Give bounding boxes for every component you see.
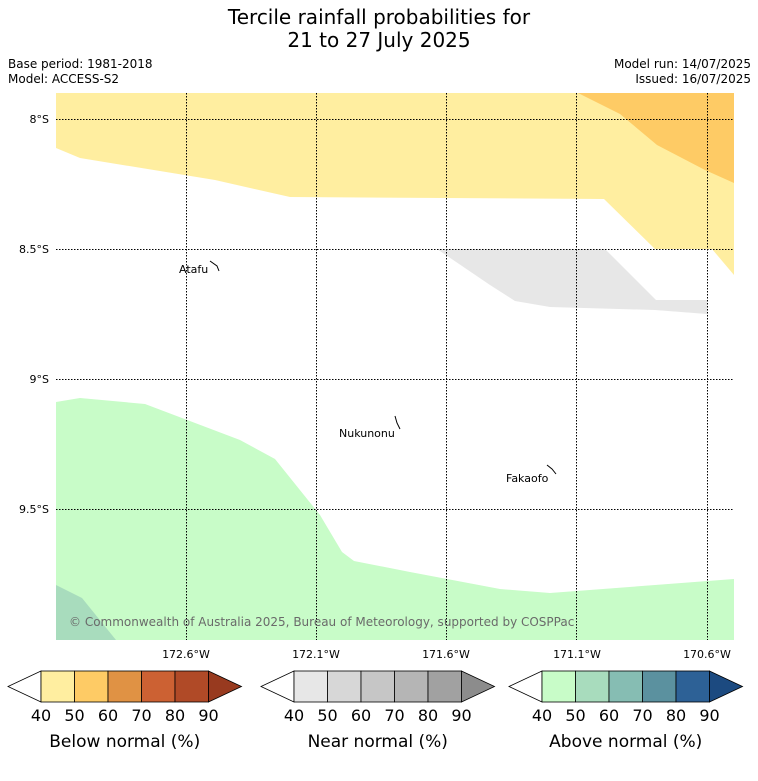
above-normal-colorbar-tick: 40 (532, 706, 552, 725)
below-normal-colorbar-segment (40, 670, 75, 703)
above-normal-colorbar-segment (608, 670, 643, 703)
below-normal-colorbar-segment (141, 670, 176, 703)
near-normal-colorbar-tick: 90 (451, 706, 471, 725)
fakaofo-island (546, 464, 557, 475)
near-normal-colorbar-tick: 40 (284, 706, 304, 725)
above-normal-colorbar: 40 50 60 70 80 90 Above normal (%) (508, 670, 744, 752)
title-line-2: 21 to 27 July 2025 (287, 28, 471, 52)
meta-right: Model run: 14/07/2025 Issued: 16/07/2025 (614, 57, 751, 87)
model-name: Model: ACCESS-S2 (8, 72, 120, 86)
lat-label-8-5s: 8.5°S (19, 243, 49, 256)
islands (209, 260, 557, 475)
below-normal-colorbar-tick: 80 (165, 706, 185, 725)
meta-left: Base period: 1981-2018 Model: ACCESS-S2 (8, 57, 153, 87)
copyright-notice: © Commonwealth of Australia 2025, Bureau… (69, 615, 574, 629)
nukunonu-island (394, 415, 401, 430)
near-normal-colorbar-segment (360, 670, 395, 703)
below-normal-colorbar-tick: 40 (31, 706, 51, 725)
above-normal-colorbar-segment (575, 670, 610, 703)
above-normal-colorbar-low-extend (508, 670, 543, 703)
below-normal-colorbar-segment (174, 670, 209, 703)
lon-label-172-6w: 172.6°W (162, 648, 210, 661)
below-normal-colorbar-low-extend (7, 670, 42, 703)
near-normal-colorbar-segment (327, 670, 362, 703)
lat-label-9s: 9°S (30, 373, 49, 386)
above-normal-colorbar-tick: 90 (699, 706, 719, 725)
above-normal-50-60-region (56, 585, 116, 640)
near-normal-colorbar-high-extend (461, 670, 496, 703)
lon-label-171-1w: 171.1°W (553, 648, 601, 661)
below-normal-colorbar-tick: 90 (198, 706, 218, 725)
above-normal-colorbar-segment (642, 670, 677, 703)
map-area: Atafu Nukunonu Fakaofo © Commonwealth of… (56, 93, 734, 640)
above-normal-colorbar-tick: 80 (666, 706, 686, 725)
below-normal-colorbar-segment (74, 670, 109, 703)
near-normal-40-50-region (437, 249, 707, 314)
above-normal-colorbar-tick: 60 (599, 706, 619, 725)
lon-label-170-6w: 170.6°W (683, 648, 731, 661)
title-line-1: Tercile rainfall probabilities for (227, 5, 531, 29)
near-normal-colorbar-tick: 60 (351, 706, 371, 725)
above-normal-colorbar-title: Above normal (%) (549, 732, 702, 752)
below-normal-40-50-region (56, 93, 734, 275)
near-normal-colorbar-tick: 70 (384, 706, 404, 725)
below-normal-colorbar-tick: 60 (98, 706, 118, 725)
above-normal-colorbar-segment (675, 670, 710, 703)
lon-label-172-1w: 172.1°W (292, 648, 340, 661)
near-normal-colorbar-tick: 50 (317, 706, 337, 725)
place-label-atafu: Atafu (179, 263, 208, 276)
above-normal-colorbar-segment (541, 670, 576, 703)
above-normal-40-50-region (56, 398, 734, 640)
above-normal-colorbar-tick: 50 (565, 706, 585, 725)
below-normal-colorbar: 40 50 60 70 80 90 Below normal (%) (7, 670, 243, 752)
atafu-island (209, 260, 220, 272)
above-normal-colorbar-tick: 70 (632, 706, 652, 725)
near-normal-colorbar-segment (394, 670, 429, 703)
place-label-fakaofo: Fakaofo (506, 472, 549, 485)
model-run: Model run: 14/07/2025 (613, 57, 751, 71)
below-normal-colorbar-segment (107, 670, 142, 703)
lon-label-171-6w: 171.6°W (422, 648, 470, 661)
near-normal-colorbar-low-extend (260, 670, 295, 703)
below-normal-colorbar-title: Below normal (%) (49, 732, 200, 752)
lat-label-9-5s: 9.5°S (19, 503, 49, 516)
above-normal-colorbar-high-extend (709, 670, 744, 703)
below-normal-colorbar-high-extend (208, 670, 243, 703)
near-normal-colorbar-segment (293, 670, 328, 703)
lat-label-8s: 8°S (30, 113, 49, 126)
graticule (56, 93, 734, 640)
near-normal-colorbar-segment (427, 670, 462, 703)
below-normal-50-60-region (578, 93, 734, 183)
place-label-nukunonu: Nukunonu (339, 427, 395, 440)
issued-date: Issued: 16/07/2025 (635, 72, 751, 86)
below-normal-colorbar-tick: 50 (64, 706, 84, 725)
colorbars: 40 50 60 70 80 90 Below normal (%) 40 50 60 70 80 90… (7, 670, 744, 752)
near-normal-colorbar-tick: 80 (418, 706, 438, 725)
base-period: Base period: 1981-2018 (8, 57, 153, 71)
near-normal-colorbar-title: Near normal (%) (308, 732, 448, 752)
map-title: Tercile rainfall probabilities for 21 to… (0, 6, 758, 52)
below-normal-colorbar-tick: 70 (131, 706, 151, 725)
